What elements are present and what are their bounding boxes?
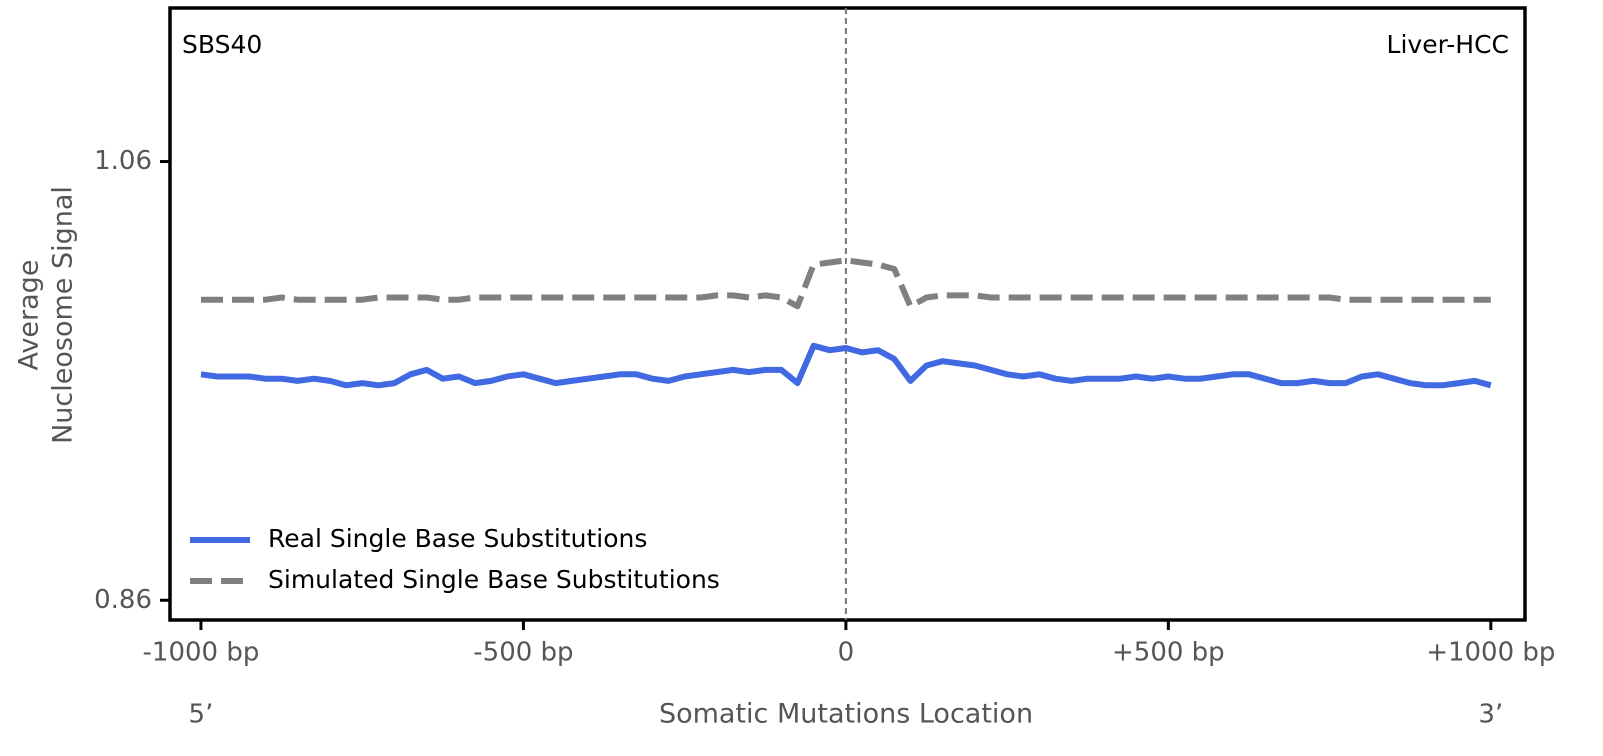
x-tick-label: 0 bbox=[838, 638, 855, 668]
annotation: 3’ bbox=[1478, 700, 1503, 730]
annotation: 5’ bbox=[189, 700, 214, 730]
plot-frame bbox=[168, 6, 1527, 622]
legend-label: Simulated Single Base Substitutions bbox=[268, 565, 720, 594]
y-label: Nucleosome Signal bbox=[48, 186, 79, 444]
x-tick-label: -500 bp bbox=[473, 638, 573, 668]
y-tick-label: 0.86 bbox=[94, 585, 152, 615]
legend-label: Real Single Base Substitutions bbox=[268, 524, 647, 553]
series-line bbox=[201, 257, 1491, 310]
x-tick-label: +500 bp bbox=[1112, 638, 1225, 668]
x-tick-label: +1000 bp bbox=[1426, 638, 1555, 668]
series-line bbox=[200, 342, 1492, 389]
y-label: Average bbox=[14, 260, 45, 371]
x-label: Somatic Mutations Location bbox=[659, 699, 1033, 730]
chart-subtitle: Liver-HCC bbox=[1387, 30, 1509, 59]
chart-title: SBS40 bbox=[182, 30, 262, 59]
x-tick-label: -1000 bp bbox=[143, 638, 260, 668]
y-tick-label: 1.06 bbox=[94, 146, 152, 176]
